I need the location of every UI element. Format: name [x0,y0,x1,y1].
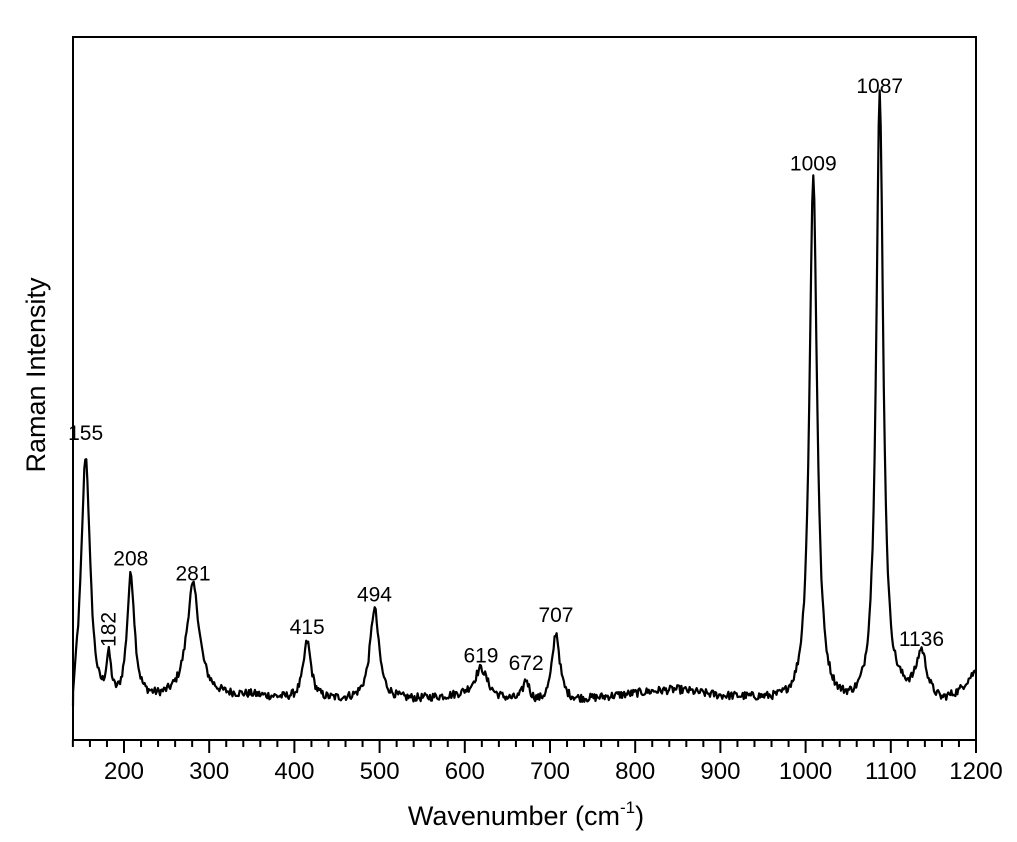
x-tick-label: 900 [700,758,740,785]
x-tick-label: 300 [189,758,229,785]
x-tick-label: 700 [530,758,570,785]
x-tick-label: 1200 [949,758,1002,785]
plot-frame [72,36,977,741]
peak-label: 707 [538,604,573,627]
x-axis-ticks [71,740,977,753]
x-axis-title: Wavenumber (cm-1) [408,798,644,831]
peak-label: 415 [290,616,325,639]
x-tick-label: 200 [104,758,144,785]
spectrum-line [71,89,977,707]
x-tick-label: 1100 [865,758,917,785]
x-tick-label: 800 [615,758,655,785]
y-axis-title: Raman Intensity [21,277,51,473]
x-tick-label: 500 [360,758,400,785]
peak-label: 619 [463,644,498,667]
peak-label: 1136 [899,628,944,651]
peak-label: 672 [509,652,544,675]
peak-label: 1087 [856,75,903,98]
peak-label: 182 [98,612,121,647]
peak-label: 281 [175,562,210,585]
x-axis-tick-labels: 200 300 400 500 600 700 800 900 1000 1100 1200 [104,758,1003,785]
x-tick-label: 1000 [779,758,832,785]
peak-labels: 155 182 208 281 415 494 619 672 707 1009 1087 1136 [68,75,944,675]
x-tick-label: 400 [274,758,314,785]
peak-label: 208 [113,547,148,570]
peak-label: 155 [68,422,103,445]
x-tick-label: 600 [445,758,485,785]
peak-label: 494 [357,583,392,606]
peak-label: 1009 [790,153,837,176]
